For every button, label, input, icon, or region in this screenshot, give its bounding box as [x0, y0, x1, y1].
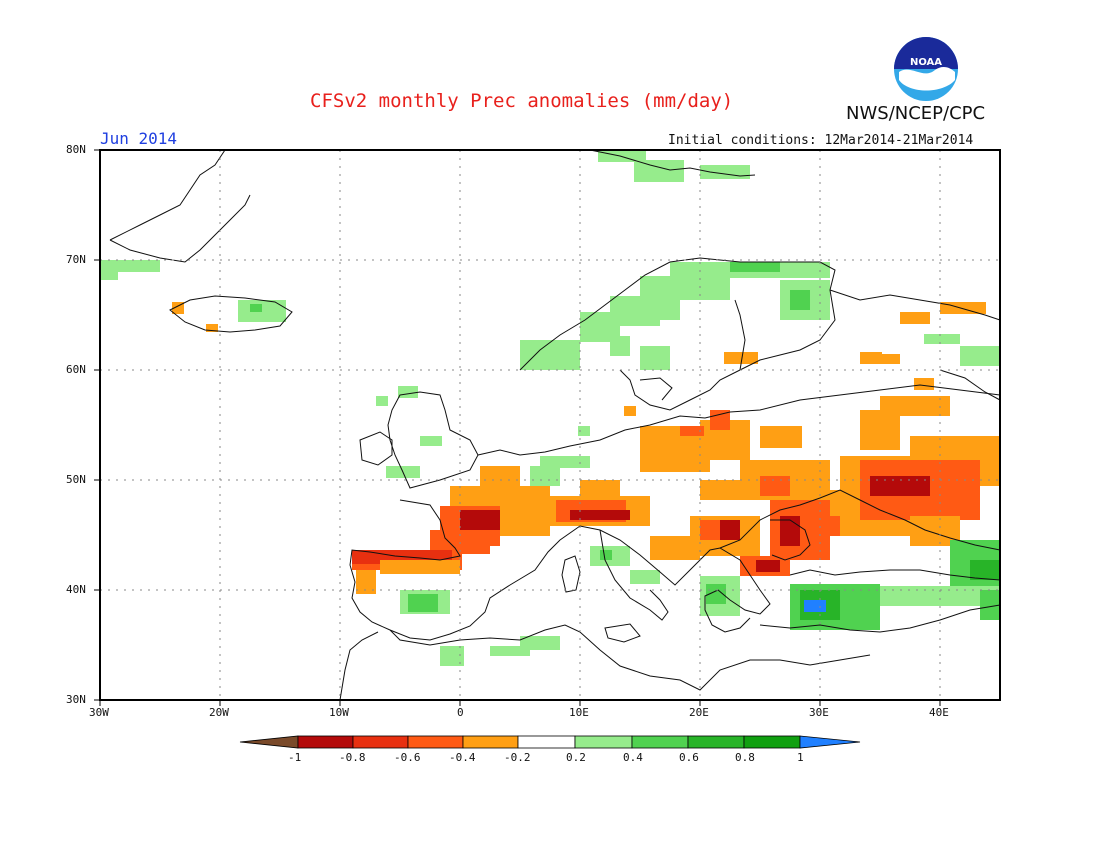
map-frame — [99, 149, 1001, 701]
lat-tick: 80N — [66, 143, 86, 156]
lat-tick: 40N — [66, 583, 86, 596]
colorbar-box — [407, 735, 464, 749]
colorbar-box — [462, 735, 519, 749]
noaa-logo: NOAA — [894, 37, 958, 101]
colorbar-box — [743, 735, 801, 749]
colorbar-label: -0.6 — [394, 751, 421, 764]
colorbar-label: 0.6 — [679, 751, 699, 764]
lat-tick: 50N — [66, 473, 86, 486]
colorbar-label: 0.8 — [735, 751, 755, 764]
anomaly-cells — [100, 150, 1000, 666]
colorbar-box — [574, 735, 633, 749]
lat-tick: 30N — [66, 693, 86, 706]
lon-tick: 10W — [329, 706, 349, 719]
tick-marks — [94, 149, 941, 706]
lon-tick: 40E — [929, 706, 949, 719]
lon-tick: 30W — [89, 706, 109, 719]
graticule — [100, 150, 1000, 700]
colorbar-box — [297, 735, 354, 749]
forecast-month: Jun 2014 — [100, 129, 178, 148]
colorbar — [239, 735, 861, 749]
colorbar-label: -0.2 — [504, 751, 531, 764]
map-title: CFSv2 monthly Prec anomalies (mm/day) — [310, 90, 734, 112]
org-label: NWS/NCEP/CPC — [846, 103, 986, 124]
lon-tick: 30E — [809, 706, 829, 719]
colorbar-label: 0.2 — [566, 751, 586, 764]
lon-tick: 0 — [457, 706, 464, 719]
colorbar-label: -0.4 — [449, 751, 476, 764]
colorbar-label: 1 — [797, 751, 804, 764]
colorbar-box — [631, 735, 689, 749]
colorbar-box — [352, 735, 409, 749]
colorbar-arrow-right — [799, 735, 861, 749]
initial-conditions: Initial conditions: 12Mar2014-21Mar2014 — [668, 133, 974, 148]
coastlines — [109, 149, 1001, 701]
lon-tick: 20E — [689, 706, 709, 719]
lat-tick: 70N — [66, 253, 86, 266]
lat-tick: 60N — [66, 363, 86, 376]
colorbar-box — [687, 735, 745, 749]
colorbar-label: 0.4 — [623, 751, 643, 764]
colorbar-label: -1 — [288, 751, 302, 764]
logo-text: NOAA — [910, 57, 942, 68]
colorbar-arrow-left — [239, 735, 299, 749]
lon-tick: 20W — [209, 706, 229, 719]
lon-tick: 10E — [569, 706, 589, 719]
colorbar-label: -0.8 — [339, 751, 366, 764]
colorbar-box — [517, 735, 576, 749]
